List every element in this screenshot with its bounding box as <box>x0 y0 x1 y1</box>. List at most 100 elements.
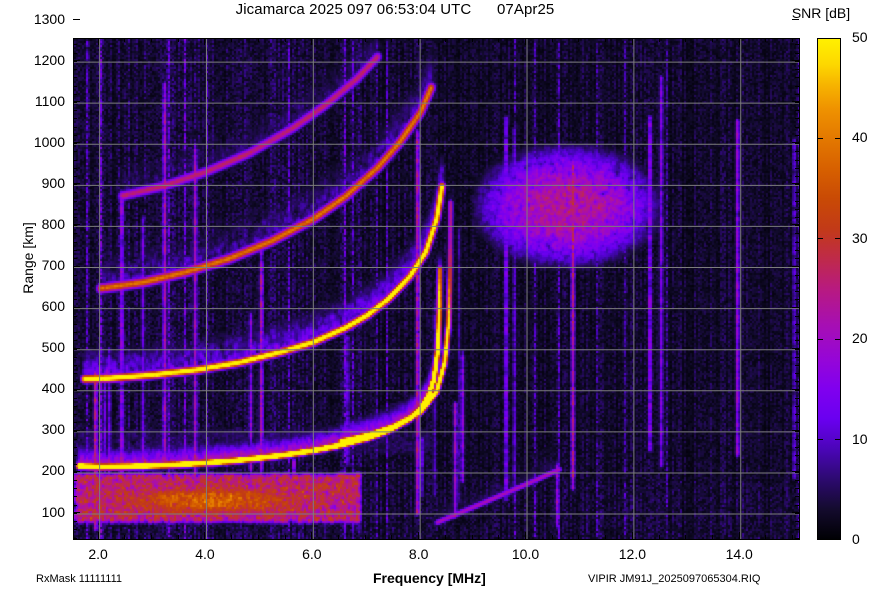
y-minor-tick <box>73 201 77 202</box>
colorbar-title: SNR [dB] <box>791 5 851 21</box>
x-minor-tick-top <box>365 38 366 42</box>
y-minor-tick <box>73 464 77 465</box>
y-minor-tick <box>73 242 77 243</box>
x-tick-mark-top <box>98 38 99 45</box>
colorbar-tick-label: 40 <box>852 129 868 146</box>
y-minor-tick <box>73 118 77 119</box>
y-minor-tick <box>73 349 77 350</box>
x-minor-tick-top <box>498 38 499 42</box>
y-minor-tick <box>73 266 77 267</box>
y-tick-mark <box>73 183 80 184</box>
y-minor-tick-right <box>795 291 799 292</box>
y-tick-mark <box>73 348 80 349</box>
y-minor-tick <box>73 373 77 374</box>
x-minor-tick-top <box>178 38 179 42</box>
colorbar-tick-mark <box>817 238 823 239</box>
y-minor-tick <box>73 365 77 366</box>
y-minor-tick <box>73 217 77 218</box>
colorbar-tick-label: 30 <box>852 229 868 246</box>
y-minor-tick <box>73 406 77 407</box>
y-minor-tick <box>73 225 77 226</box>
y-minor-tick-right <box>795 225 799 226</box>
y-minor-tick <box>73 110 77 111</box>
y-tick-mark-right <box>792 142 799 143</box>
y-tick-mark-right <box>792 348 799 349</box>
y-minor-tick <box>73 398 77 399</box>
y-minor-tick-right <box>795 275 799 276</box>
x-minor-tick-top <box>578 38 579 42</box>
y-minor-tick <box>73 127 77 128</box>
y-tick-label: 100 <box>41 503 65 520</box>
x-tick-label: 12.0 <box>618 546 646 562</box>
y-minor-tick <box>73 44 77 45</box>
y-tick-mark <box>73 224 80 225</box>
y-minor-tick-right <box>795 176 799 177</box>
ionogram-heatmap-canvas <box>74 39 799 539</box>
y-tick-label: 400 <box>41 380 65 397</box>
y-minor-tick-right <box>795 505 799 506</box>
x-minor-tick-top <box>285 38 286 42</box>
y-minor-tick-right <box>795 110 799 111</box>
y-minor-tick <box>73 102 77 103</box>
x-minor-tick-top <box>685 38 686 42</box>
colorbar-tick-label: 10 <box>852 430 868 447</box>
y-minor-tick-right <box>795 53 799 54</box>
x-tick-label: 6.0 <box>302 546 322 562</box>
y-tick-label: 800 <box>41 215 65 232</box>
y-minor-tick-right <box>795 521 799 522</box>
y-tick-mark <box>73 60 80 61</box>
x-tick-mark-top <box>311 38 312 45</box>
y-minor-tick-right <box>795 480 799 481</box>
y-minor-tick <box>73 94 77 95</box>
x-tick-mark-top <box>739 38 740 45</box>
y-minor-tick <box>73 316 77 317</box>
y-tick-mark-right <box>792 430 799 431</box>
y-minor-tick <box>73 357 77 358</box>
x-minor-tick <box>178 535 179 539</box>
y-minor-tick-right <box>795 538 799 539</box>
y-minor-tick-right <box>795 233 799 234</box>
y-minor-tick <box>73 496 77 497</box>
y-tick-mark-right <box>792 389 799 390</box>
y-minor-tick-right <box>795 439 799 440</box>
y-tick-mark-right <box>792 19 799 20</box>
y-minor-tick <box>73 455 77 456</box>
y-minor-tick <box>73 168 77 169</box>
y-minor-tick-right <box>795 464 799 465</box>
y-minor-tick-right <box>795 422 799 423</box>
x-minor-tick-top <box>792 38 793 42</box>
y-minor-tick <box>73 480 77 481</box>
y-minor-tick <box>73 135 77 136</box>
y-minor-tick <box>73 250 77 251</box>
x-minor-tick <box>338 535 339 539</box>
y-minor-tick-right <box>795 529 799 530</box>
y-minor-tick-right <box>795 398 799 399</box>
y-minor-tick <box>73 332 77 333</box>
y-minor-tick-right <box>795 250 799 251</box>
y-tick-label: 700 <box>41 257 65 274</box>
y-minor-tick-right <box>795 307 799 308</box>
y-tick-mark <box>73 101 80 102</box>
y-minor-tick <box>73 447 77 448</box>
y-minor-tick <box>73 291 77 292</box>
y-minor-tick-right <box>795 69 799 70</box>
y-minor-tick <box>73 299 77 300</box>
y-minor-tick-right <box>795 143 799 144</box>
x-minor-tick <box>605 535 606 539</box>
y-tick-mark-right <box>792 101 799 102</box>
x-minor-tick <box>365 535 366 539</box>
y-tick-label: 500 <box>41 339 65 356</box>
rxmask-label: RxMask 11111111 <box>36 573 123 585</box>
x-minor-tick-top <box>765 38 766 42</box>
y-minor-tick <box>73 488 77 489</box>
y-tick-label: 1000 <box>33 133 65 150</box>
x-minor-tick <box>578 535 579 539</box>
y-minor-tick-right <box>795 135 799 136</box>
x-minor-tick <box>124 535 125 539</box>
colorbar-tick-label: 20 <box>852 330 868 347</box>
y-minor-tick-right <box>795 357 799 358</box>
y-tick-mark <box>73 142 80 143</box>
x-tick-label: 2.0 <box>88 546 108 562</box>
colorbar-tick-mark <box>817 138 823 139</box>
